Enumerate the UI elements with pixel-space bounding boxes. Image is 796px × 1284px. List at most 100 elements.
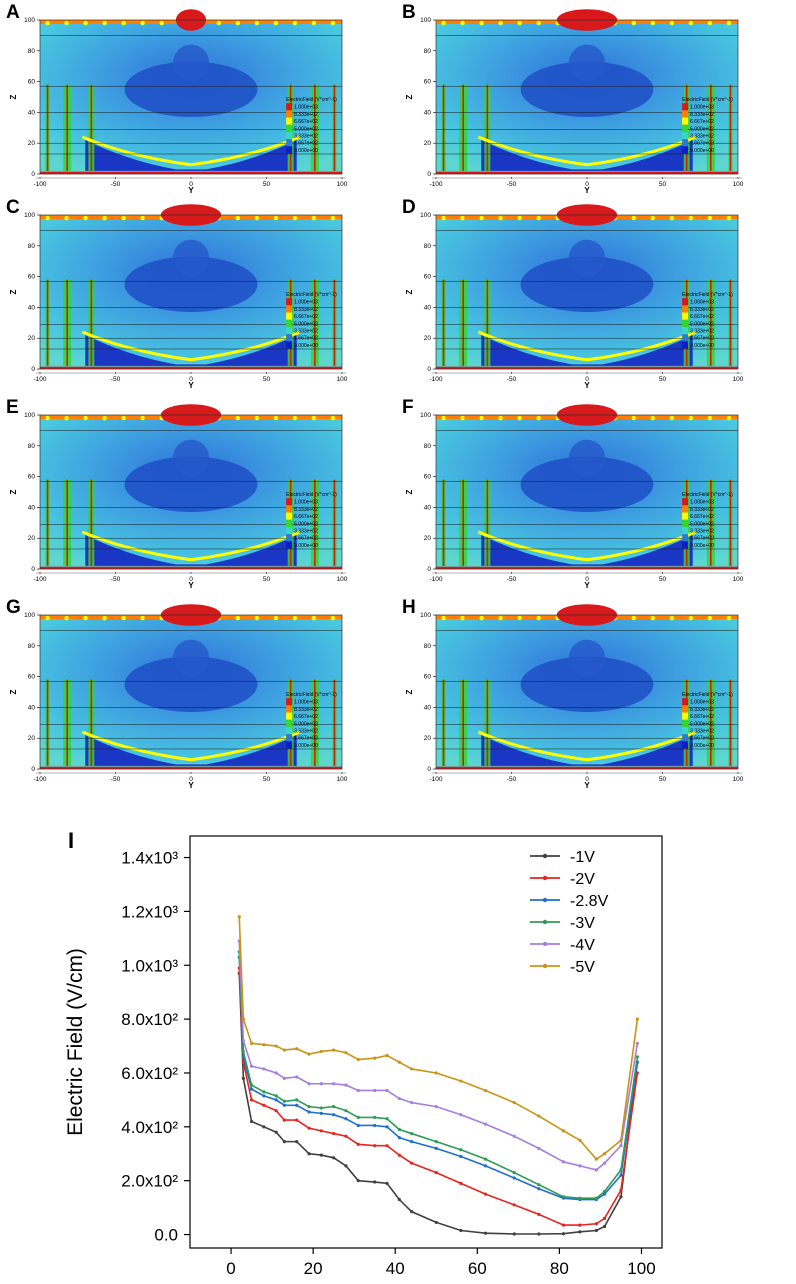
x-tick-label: -100 [33, 181, 46, 188]
field-electrode [273, 20, 279, 26]
field-electrode [631, 215, 637, 221]
colorbar-swatch [682, 131, 689, 140]
x-tick-label: -50 [507, 181, 517, 188]
data-point [274, 1071, 278, 1075]
y-tick-label: 20 [28, 535, 36, 542]
field-wall-edge [333, 679, 336, 766]
data-point [397, 1135, 401, 1140]
panel-label: D [402, 197, 416, 218]
data-point [619, 1138, 623, 1142]
data-point [241, 1049, 245, 1054]
field-electrode [726, 215, 732, 221]
plot-frame [435, 414, 739, 570]
data-point [619, 1195, 623, 1199]
colorbar-value: 1.667e+02 [294, 141, 318, 147]
heatmap-panel-g: 0 20 40 60 80 100 -100 -50 0 50 100 Y Z ElectricField… [4, 595, 348, 790]
colorbar-swatch [286, 719, 293, 727]
data-point [249, 1087, 254, 1091]
field-electrode [498, 415, 503, 421]
y-tick-label: 40 [28, 704, 36, 711]
field-electrode [479, 615, 484, 621]
colorbar-swatch [682, 512, 689, 520]
colorbar-swatch [682, 146, 689, 154]
field-wall-edge [729, 479, 732, 566]
field-electrode [631, 415, 637, 421]
y-tick-label: 0 [31, 766, 35, 773]
legend-label: -1V [570, 849, 595, 866]
field-wall-edge [90, 279, 93, 366]
data-point [385, 1088, 389, 1093]
field-electrode [292, 415, 298, 421]
data-point [356, 1179, 360, 1183]
colorbar-value: 8.333e+02 [690, 507, 714, 513]
colorbar-title: ElectricField (V*cm^-1) [682, 492, 733, 498]
field-low-region [520, 456, 654, 513]
data-point [434, 1220, 438, 1225]
field-electrode [235, 20, 241, 26]
x-tick-label: 100 [733, 576, 744, 583]
y-tick-label: 60 [424, 79, 432, 86]
y-tick-label: 4.0x10² [121, 1118, 178, 1137]
x-tick-label: -100 [33, 776, 46, 783]
y-tick-label: 60 [424, 674, 432, 681]
x-tick-label: 100 [337, 181, 348, 188]
x-tick-label: -50 [507, 376, 517, 383]
data-point [483, 1192, 488, 1196]
data-point [397, 1060, 401, 1064]
data-point [373, 1123, 377, 1128]
data-point [537, 1232, 541, 1236]
colorbar-swatch [682, 334, 689, 342]
field-bottom-band [40, 171, 342, 175]
field-trench-region [85, 735, 297, 766]
field-electrode [292, 615, 298, 621]
colorbar-title: ElectricField (V*cm^-1) [682, 292, 733, 298]
y-tick-label: 100 [24, 212, 35, 219]
y-tick-label: 0 [427, 366, 431, 373]
colorbar-value: 1.667e+02 [294, 736, 318, 742]
colorbar-swatch [682, 139, 689, 147]
heatmap-svg: 0 20 40 60 80 100 -100 -50 0 50 100 Y Z ElectricField… [6, 597, 348, 790]
field-electrode [650, 615, 656, 621]
colorbar-value: 5.000e+02 [690, 721, 714, 727]
data-point [332, 1156, 336, 1160]
data-point [397, 1153, 401, 1157]
x-tick-label: 100 [733, 181, 744, 188]
x-tick-label: 50 [263, 776, 271, 783]
x-tick-label: 60 [468, 1259, 487, 1278]
data-point [434, 1105, 438, 1109]
heatmap-panel-h: 0 20 40 60 80 100 -100 -50 0 50 100 Y Z ElectricField… [400, 595, 744, 790]
colorbar-swatch [682, 534, 689, 542]
x-tick-label: 0 [585, 376, 589, 383]
field-electrode [669, 215, 675, 221]
field-electrode [159, 20, 164, 26]
field-electrode [479, 20, 484, 26]
y-axis-label: Z [405, 289, 414, 294]
field-electrode [64, 215, 69, 221]
field-electrode [235, 415, 241, 421]
field-electrode [330, 20, 336, 26]
data-point [602, 1189, 607, 1194]
colorbar-swatch [682, 719, 689, 727]
data-point [385, 1181, 389, 1185]
colorbar-value: 5.000e+02 [690, 126, 714, 132]
y-tick-label: 40 [424, 109, 432, 116]
data-point [434, 1071, 438, 1075]
y-tick-label: 40 [28, 504, 36, 511]
field-wall-edge [314, 279, 316, 366]
data-point [262, 1094, 266, 1098]
y-tick-label: 20 [424, 735, 432, 742]
field-electrode [726, 615, 732, 621]
data-point [410, 1140, 414, 1144]
field-electrode [536, 415, 541, 421]
data-point [594, 1222, 598, 1226]
heatmap-svg: 0 20 40 60 80 100 -100 -50 0 50 100 Y Z ElectricField… [6, 397, 348, 590]
x-tick-label: -100 [33, 576, 46, 583]
legend-marker [542, 853, 548, 859]
colorbar-swatch [682, 305, 689, 313]
data-point [249, 1119, 254, 1124]
data-point [410, 1161, 414, 1165]
y-tick-label: 60 [28, 79, 36, 86]
panel-label: E [6, 397, 19, 418]
y-tick-label: 100 [24, 17, 35, 24]
legend-marker [542, 897, 548, 903]
